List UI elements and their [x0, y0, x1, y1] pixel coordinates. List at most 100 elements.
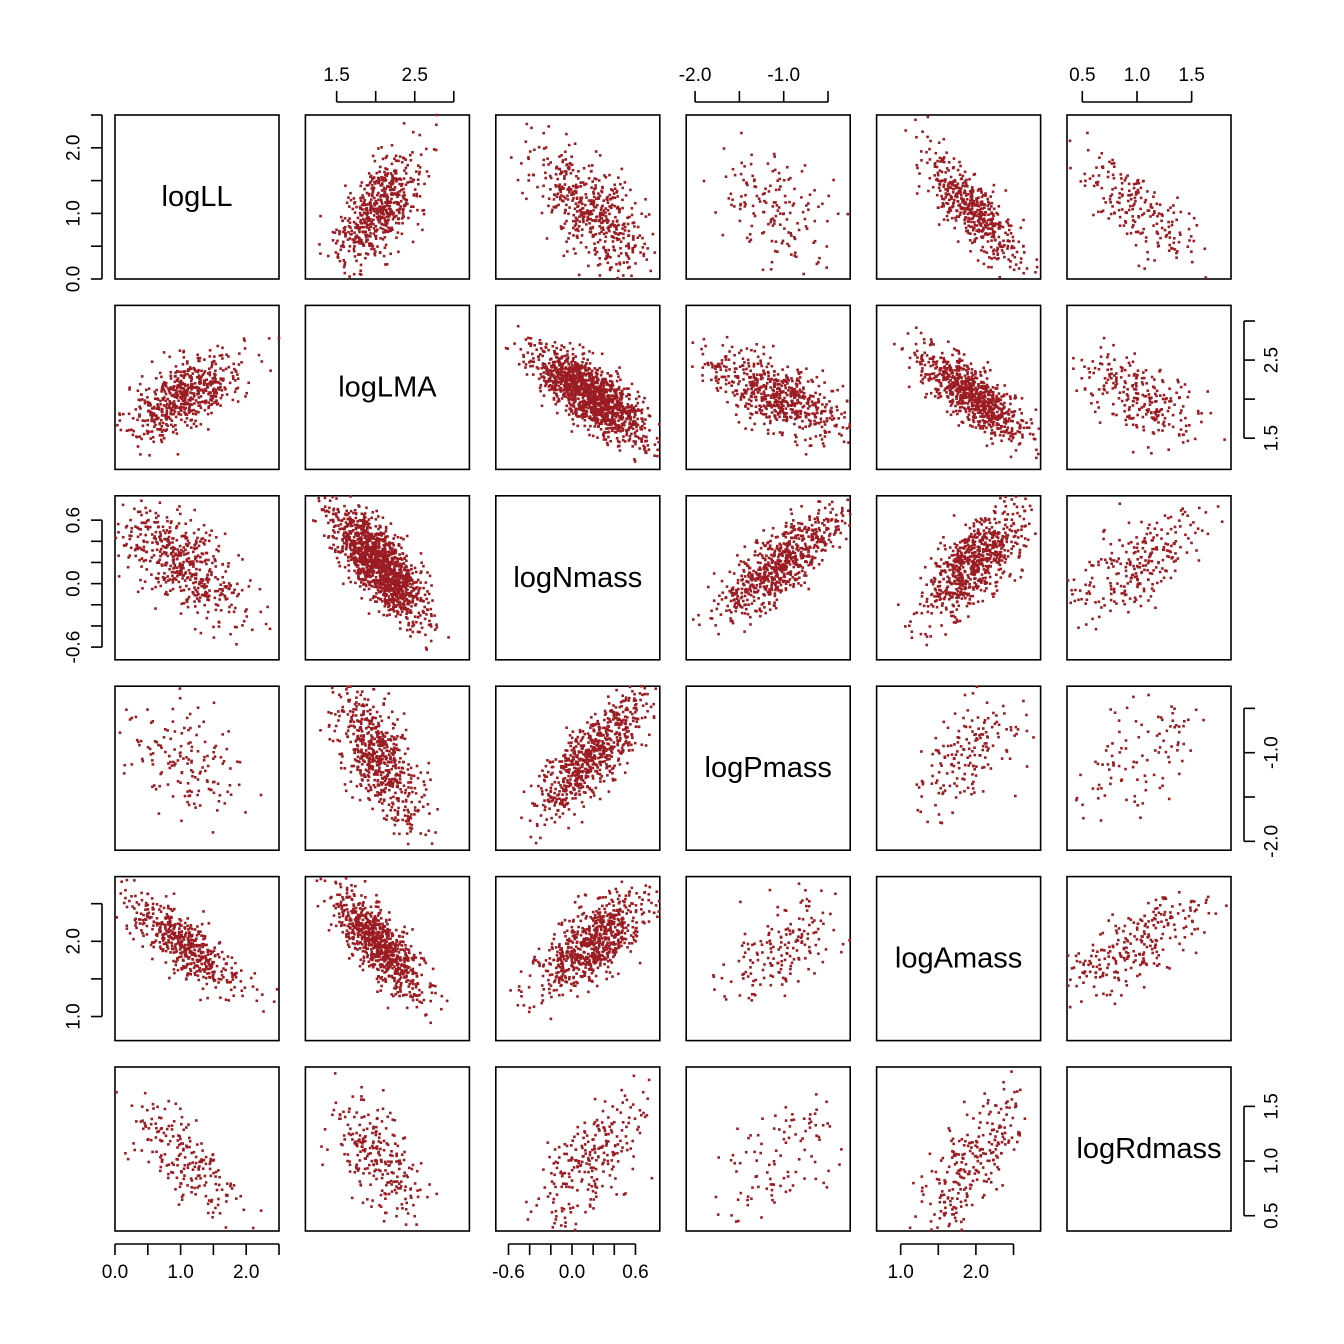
- data-point: [561, 187, 564, 190]
- data-point: [385, 204, 389, 207]
- data-point: [587, 251, 591, 254]
- data-point: [939, 179, 942, 183]
- data-point: [582, 415, 585, 418]
- data-point: [999, 244, 1002, 247]
- data-point: [410, 205, 413, 208]
- data-point: [187, 407, 191, 410]
- data-point: [1035, 258, 1039, 261]
- data-point: [593, 367, 597, 370]
- data-point: [755, 411, 759, 415]
- data-point: [973, 220, 976, 224]
- data-point: [557, 167, 561, 171]
- data-point: [198, 382, 201, 385]
- data-point: [1121, 208, 1124, 211]
- data-point: [971, 425, 974, 428]
- data-point: [933, 163, 937, 166]
- data-point: [760, 375, 763, 378]
- data-point: [640, 212, 643, 215]
- data-point: [795, 412, 798, 416]
- data-point: [537, 355, 540, 358]
- data-point: [955, 359, 959, 363]
- data-point: [559, 195, 562, 199]
- data-point: [1086, 148, 1090, 152]
- data-point: [584, 384, 588, 387]
- data-point: [615, 404, 618, 407]
- data-point: [951, 400, 955, 403]
- data-point: [385, 263, 389, 266]
- data-point: [378, 251, 382, 254]
- data-point: [804, 438, 807, 442]
- data-point: [619, 247, 622, 250]
- data-point: [395, 221, 398, 225]
- data-point: [939, 160, 942, 163]
- data-point: [945, 201, 948, 205]
- data-point: [1128, 194, 1132, 197]
- data-point: [946, 187, 949, 191]
- data-point: [190, 388, 193, 391]
- data-point: [719, 368, 723, 371]
- data-point: [796, 377, 799, 380]
- data-point: [379, 184, 382, 187]
- data-point: [610, 406, 614, 409]
- data-point: [786, 382, 789, 385]
- data-point: [590, 169, 593, 173]
- data-point: [379, 237, 382, 240]
- data-point: [629, 188, 632, 192]
- data-point: [568, 378, 571, 381]
- data-point: [1019, 226, 1023, 230]
- data-point: [786, 165, 789, 169]
- data-point: [823, 409, 827, 413]
- data-point: [603, 382, 606, 385]
- data-point: [785, 418, 789, 421]
- data-point: [1192, 239, 1196, 243]
- data-point: [366, 238, 370, 242]
- data-point: [541, 362, 545, 365]
- data-point: [582, 215, 586, 219]
- data-point: [581, 396, 585, 400]
- data-point: [596, 420, 599, 423]
- data-point: [409, 159, 413, 162]
- data-point: [567, 385, 571, 388]
- data-point: [167, 404, 171, 408]
- data-point: [175, 386, 179, 390]
- data-point: [940, 205, 944, 208]
- data-point: [748, 380, 752, 384]
- data-point: [352, 220, 356, 224]
- data-point: [182, 387, 186, 391]
- data-point: [182, 395, 185, 399]
- data-point: [967, 375, 970, 379]
- data-point: [721, 233, 725, 237]
- data-point: [184, 393, 187, 396]
- data-point: [800, 170, 804, 173]
- data-point: [206, 412, 210, 416]
- data-point: [385, 174, 389, 177]
- data-point: [536, 185, 539, 189]
- data-point: [397, 159, 400, 163]
- data-point: [574, 393, 577, 396]
- data-point: [763, 422, 766, 426]
- data-point: [1118, 215, 1122, 219]
- data-point: [396, 201, 399, 204]
- data-point: [1168, 243, 1171, 247]
- data-point: [603, 219, 606, 223]
- data-point: [580, 364, 584, 367]
- data-point: [594, 186, 597, 190]
- data-point: [972, 226, 975, 229]
- data-point: [757, 197, 761, 200]
- data-point: [805, 412, 809, 415]
- data-point: [374, 224, 378, 228]
- data-point: [594, 403, 597, 406]
- data-point: [341, 243, 345, 246]
- data-point: [762, 345, 765, 349]
- data-point: [978, 386, 981, 389]
- data-point: [764, 413, 768, 416]
- data-point: [566, 353, 569, 356]
- data-point: [653, 251, 657, 254]
- data-point: [702, 179, 706, 183]
- data-point: [569, 404, 572, 407]
- data-point: [394, 192, 397, 196]
- data-point: [1009, 455, 1013, 459]
- data-point: [816, 411, 819, 415]
- data-point: [556, 352, 559, 356]
- data-point: [581, 360, 584, 364]
